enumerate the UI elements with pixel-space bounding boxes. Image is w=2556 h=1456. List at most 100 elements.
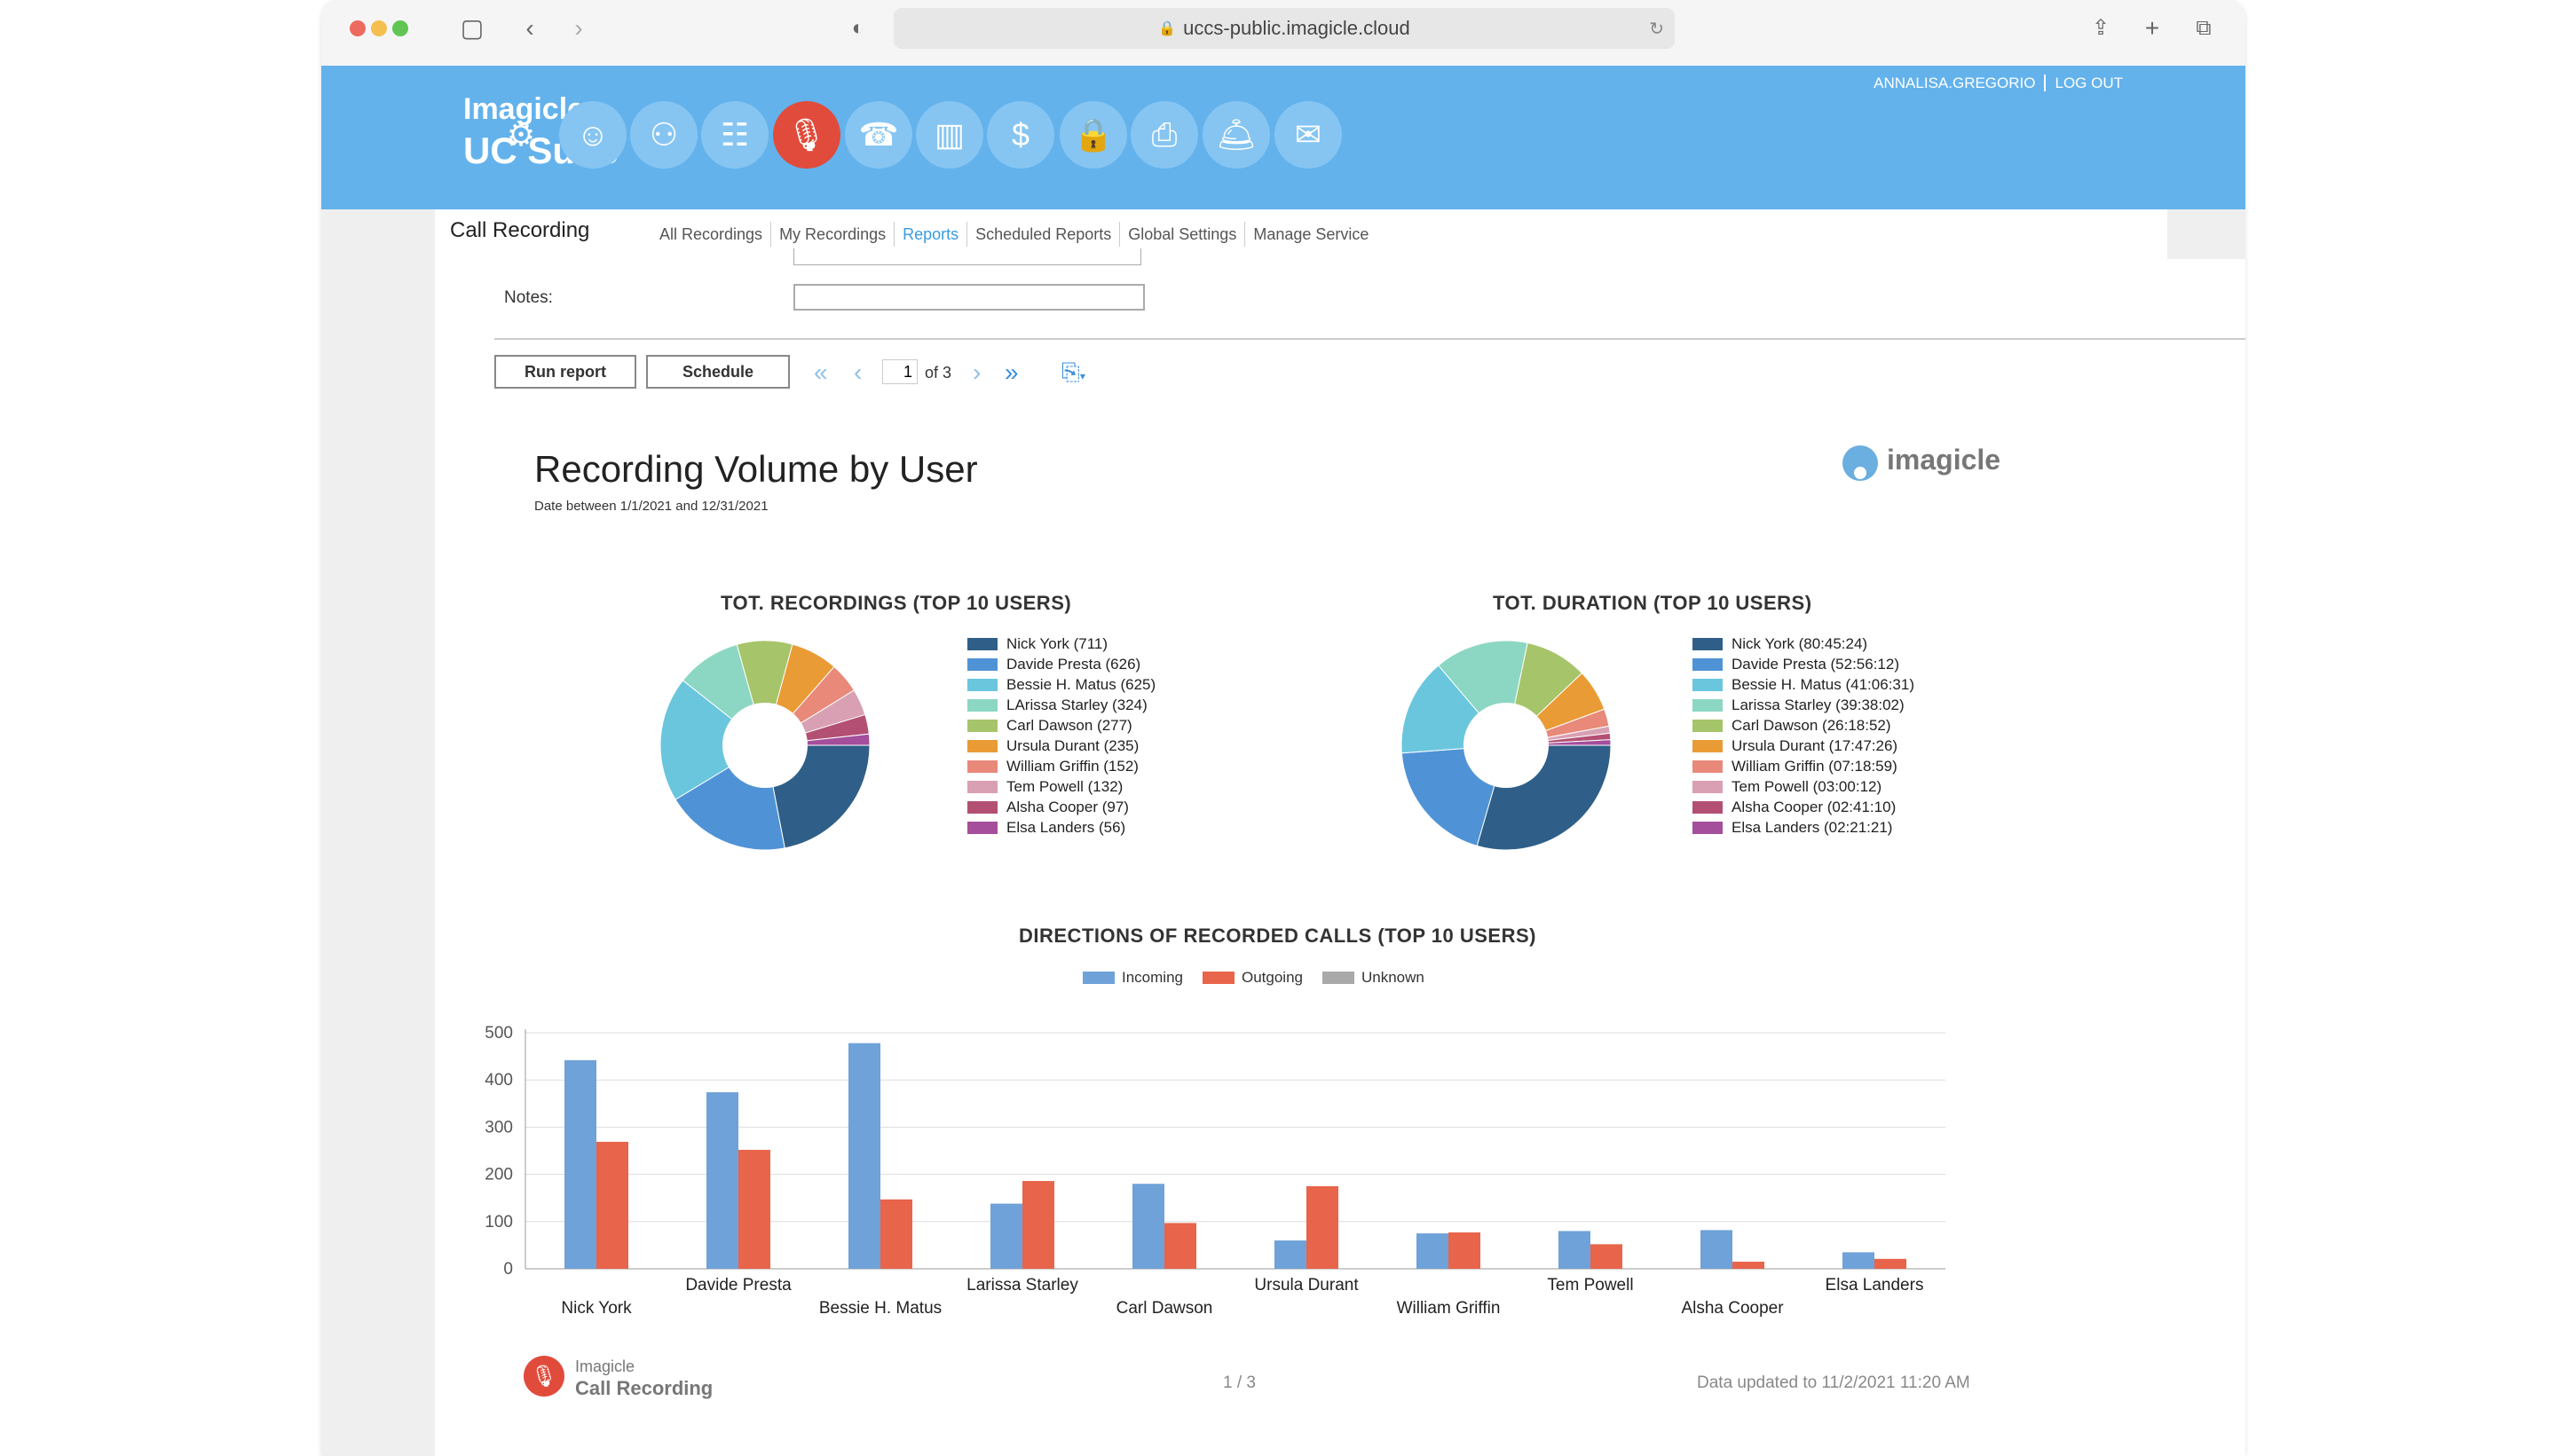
- logout-link[interactable]: LOG OUT: [2055, 75, 2123, 91]
- tabs-icon[interactable]: ⧉: [2196, 16, 2212, 40]
- tab-reports[interactable]: Reports: [895, 222, 968, 247]
- legend-item: Carl Dawson (277): [967, 715, 1156, 736]
- legend-item: LArissa Starley (324): [967, 695, 1156, 715]
- reload-icon[interactable]: ↻: [1649, 19, 1664, 39]
- legend-swatch: [967, 637, 998, 650]
- run-report-button[interactable]: Run report: [494, 355, 636, 389]
- bar-incoming: [706, 1092, 738, 1269]
- contacts-icon[interactable]: ☎: [845, 101, 912, 169]
- legend-item: Elsa Landers (02:21:21): [1692, 817, 1914, 838]
- fax-icon[interactable]: ⎙: [1131, 101, 1198, 169]
- x-tick-label: Nick York: [561, 1299, 632, 1318]
- y-tick-label: 400: [485, 1071, 513, 1090]
- previous-field[interactable]: [793, 248, 1141, 265]
- forward-icon[interactable]: ›: [574, 14, 583, 42]
- legend-label: Nick York (80:45:24): [1732, 634, 1868, 652]
- tab-manage-service[interactable]: Manage Service: [1253, 225, 1369, 243]
- bar-incoming: [564, 1059, 596, 1269]
- shield-icon[interactable]: ◐: [851, 16, 865, 40]
- next-page-icon[interactable]: ›: [973, 358, 982, 386]
- gear-icon[interactable]: ⚙: [506, 116, 536, 153]
- analytics-icon[interactable]: ▥: [916, 101, 983, 169]
- legend-item: William Griffin (07:18:59): [1692, 756, 1914, 776]
- new-tab-icon[interactable]: +: [2144, 14, 2160, 42]
- legend-unknown: Unknown: [1321, 969, 1424, 987]
- bar-outgoing: [738, 1149, 770, 1269]
- bar-outgoing: [1874, 1258, 1906, 1269]
- legend-item: Nick York (80:45:24): [1692, 634, 1914, 654]
- tab-all-recordings[interactable]: All Recordings: [651, 222, 772, 247]
- legend-label: Alsha Cooper (02:41:10): [1732, 798, 1897, 815]
- legend-label: Tem Powell (03:00:12): [1732, 777, 1882, 795]
- legend-item: Ursula Durant (235): [967, 736, 1156, 756]
- username-link[interactable]: ANNALISA.GREGORIO: [1874, 75, 2036, 91]
- legend-swatch: [1692, 821, 1723, 834]
- x-tick-label: Alsha Cooper: [1681, 1299, 1784, 1318]
- y-tick-label: 500: [485, 1024, 513, 1043]
- page-number-input[interactable]: [882, 359, 918, 384]
- legend-label: Larissa Starley (39:38:02): [1732, 696, 1905, 713]
- legend-item: Ursula Durant (17:47:26): [1692, 736, 1914, 756]
- attendant-icon[interactable]: ☺: [559, 101, 627, 169]
- y-tick-label: 100: [485, 1213, 513, 1232]
- legend-item: Bessie H. Matus (41:06:31): [1692, 674, 1914, 695]
- minimize-window-button[interactable]: [371, 20, 387, 36]
- export-icon[interactable]: ⎘▾: [1061, 358, 1085, 385]
- outgoing-swatch: [1202, 972, 1235, 984]
- legend-swatch: [967, 657, 998, 671]
- schedule-button[interactable]: Schedule: [646, 355, 790, 389]
- last-page-icon[interactable]: »: [1005, 358, 1019, 386]
- section-title: Call Recording: [450, 218, 590, 242]
- recordings-legend: Nick York (711) Davide Presta (626) Bessie…: [967, 634, 1156, 838]
- bar-outgoing: [1448, 1232, 1480, 1269]
- directory-icon[interactable]: ☷: [701, 101, 769, 169]
- legend-label: Davide Presta (626): [1006, 655, 1141, 673]
- legend-outgoing: Outgoing: [1202, 969, 1303, 987]
- first-page-icon[interactable]: «: [814, 358, 828, 386]
- legend-incoming: Incoming: [1083, 969, 1183, 987]
- page-count: of 3: [925, 364, 952, 382]
- legend-swatch: [967, 719, 998, 732]
- legend-label: Davide Presta (52:56:12): [1732, 655, 1899, 673]
- left-margin: [321, 209, 435, 1456]
- imagicle-logo-icon: [1842, 445, 1878, 481]
- legend-swatch: [967, 698, 998, 712]
- sidebar-icon[interactable]: ▢: [460, 14, 485, 42]
- bar-incoming: [1842, 1252, 1874, 1269]
- notes-input[interactable]: [793, 284, 1145, 311]
- tab-global-settings[interactable]: Global Settings: [1120, 222, 1246, 247]
- legend-label: Elsa Landers (56): [1006, 818, 1126, 836]
- legend-label: William Griffin (07:18:59): [1732, 757, 1897, 775]
- duration-legend: Nick York (80:45:24) Davide Presta (52:56…: [1692, 634, 1914, 838]
- legend-swatch: [1692, 657, 1723, 671]
- x-tick-label: William Griffin: [1397, 1299, 1501, 1318]
- legend-label: Alsha Cooper (97): [1006, 798, 1129, 815]
- contact-center-icon[interactable]: ⚇: [630, 101, 698, 169]
- browser-window: ▢ ‹ › ◐ 🔒 uccs-public.imagicle.cloud ↻ ⇪…: [321, 0, 2245, 1456]
- lock-icon[interactable]: 🔒: [1060, 101, 1127, 169]
- y-tick-label: 200: [485, 1166, 513, 1184]
- legend-swatch: [1692, 678, 1723, 691]
- app-header: Imagicle UC Suite ⚙ ☺ ⚇ ☷ 🎙 ☎ ▥ $ 🔒 ⎙ 🛎 ✉ ANNALISA.…: [321, 66, 2245, 209]
- tab-scheduled-reports[interactable]: Scheduled Reports: [967, 222, 1121, 247]
- call-recording-icon[interactable]: 🎙: [773, 101, 840, 169]
- share-icon[interactable]: ⇪: [2091, 16, 2110, 40]
- incoming-swatch: [1083, 972, 1115, 984]
- mail-icon[interactable]: ✉: [1274, 101, 1342, 169]
- legend-item: Alsha Cooper (97): [967, 797, 1156, 817]
- address-bar[interactable]: 🔒 uccs-public.imagicle.cloud ↻: [894, 8, 1675, 49]
- close-window-button[interactable]: [350, 20, 366, 36]
- hotel-bell-icon[interactable]: 🛎: [1203, 101, 1270, 169]
- recordings-pie-chart: [659, 640, 871, 851]
- legend-incoming-label: Incoming: [1122, 969, 1183, 986]
- prev-page-icon[interactable]: ‹: [854, 358, 863, 386]
- legend-swatch: [967, 739, 998, 752]
- billing-icon[interactable]: $: [987, 101, 1054, 169]
- tab-my-recordings[interactable]: My Recordings: [771, 222, 895, 247]
- legend-item: Davide Presta (626): [967, 654, 1156, 674]
- zoom-window-button[interactable]: [392, 20, 408, 36]
- back-icon[interactable]: ‹: [525, 14, 534, 42]
- recordings-chart-title: TOT. RECORDINGS (TOP 10 USERS): [721, 592, 1072, 614]
- browser-toolbar: ▢ ‹ › ◐ 🔒 uccs-public.imagicle.cloud ↻ ⇪…: [321, 0, 2245, 67]
- x-tick-label: Elsa Landers: [1826, 1276, 1924, 1295]
